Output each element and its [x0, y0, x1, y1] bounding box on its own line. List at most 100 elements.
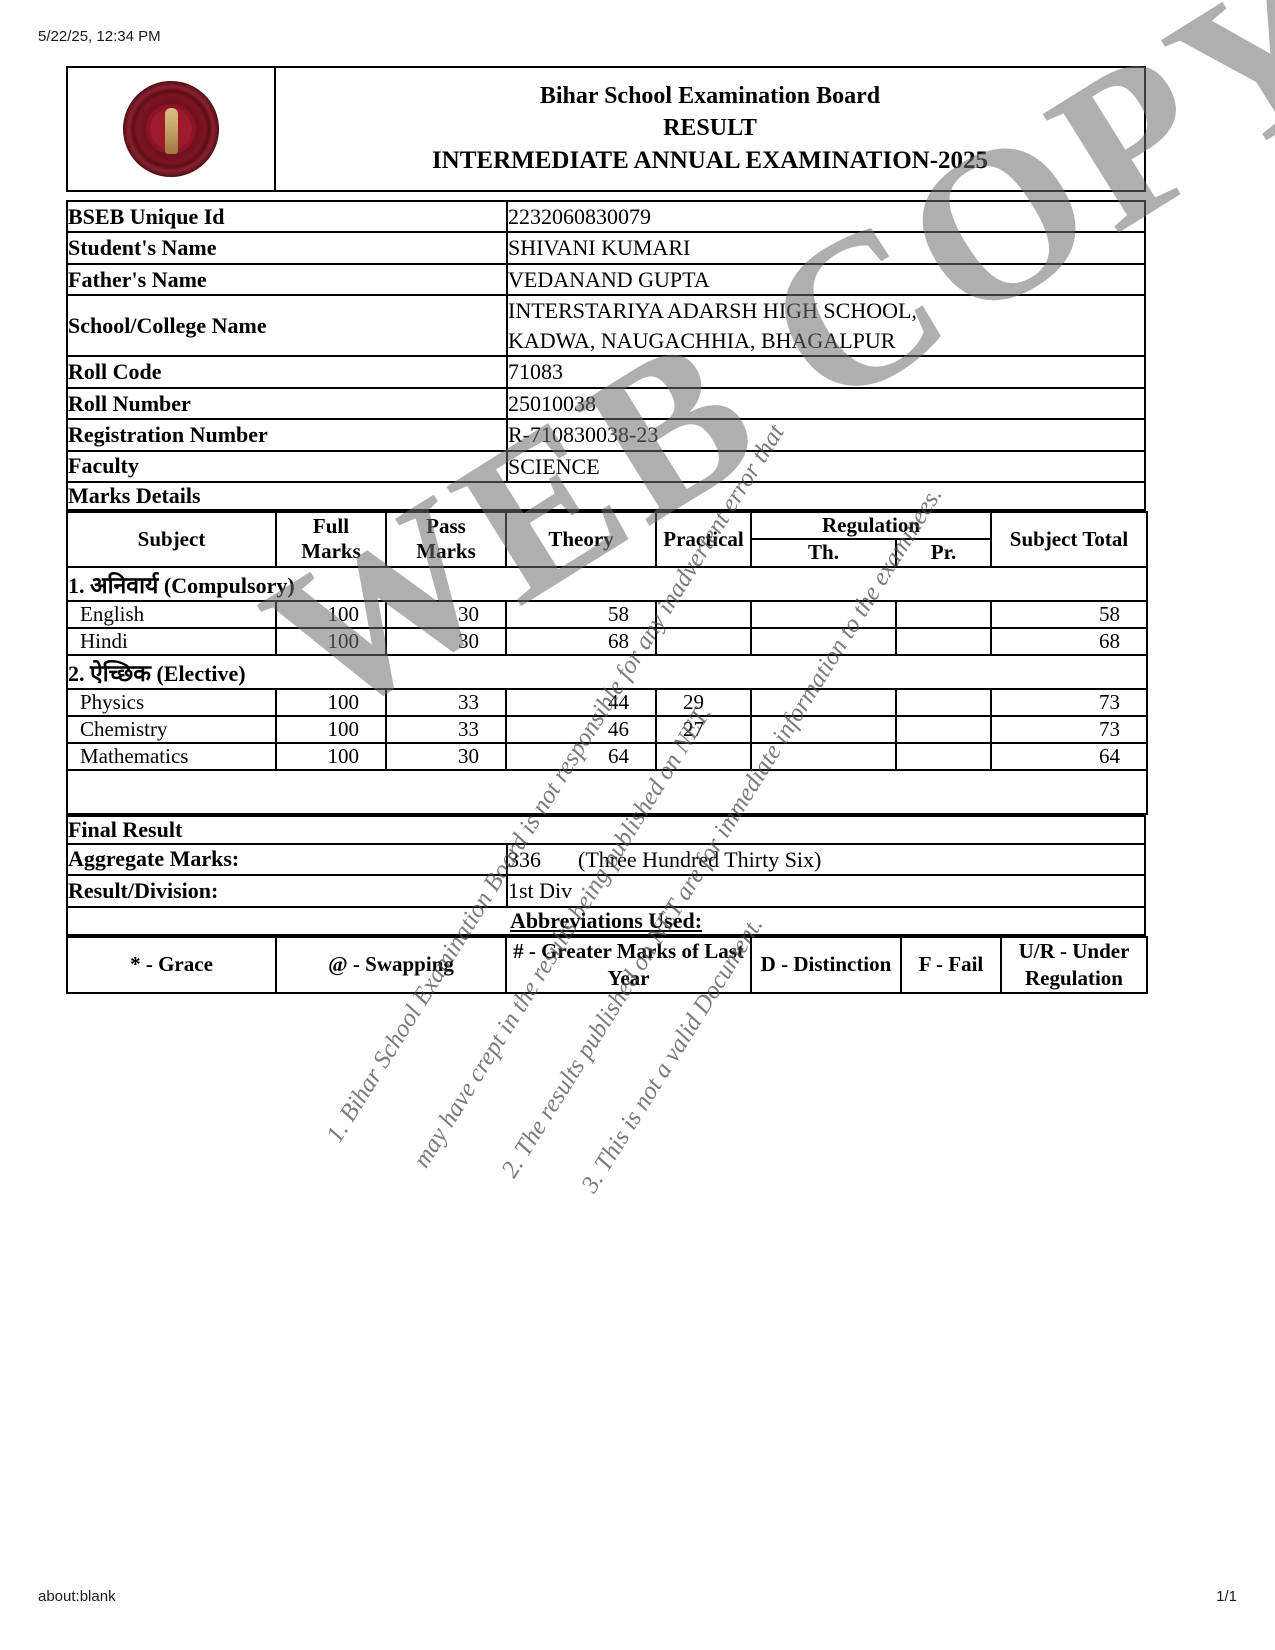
theory-marks: 68 — [505, 626, 657, 656]
col-pass-marks-l2: Marks — [416, 539, 476, 564]
spacer-row — [65, 768, 1149, 815]
division-row: Result/Division: 1st Div — [66, 874, 1146, 908]
regulation-th — [750, 714, 897, 744]
practical-marks: 27 — [655, 714, 752, 744]
abbreviations-heading: Abbreviations Used: — [66, 905, 1146, 936]
regulation-th — [750, 626, 897, 656]
col-full-marks: Full Marks — [275, 511, 387, 568]
group-heading-row: 1. अनिवार्य (Compulsory) — [65, 565, 1149, 602]
practical-marks — [655, 626, 752, 656]
aggregate-words: (Three Hundred Thirty Six) — [578, 846, 822, 872]
group-heading-row: 2. ऐच्छिक (Elective) — [65, 653, 1149, 690]
pass-marks: 30 — [385, 599, 507, 629]
col-regulation-th: Th. — [750, 538, 897, 568]
marks-details-heading: Marks Details — [66, 481, 1146, 512]
bseb-emblem-icon — [123, 81, 219, 177]
pass-marks: 33 — [385, 687, 507, 717]
final-result-table: Final Result Aggregate Marks: 336 (Three… — [66, 814, 1146, 936]
table-row: Mathematics 100 30 64 64 — [66, 741, 1149, 771]
print-header: 5/22/25, 12:34 PM — [0, 28, 1275, 45]
subject-name: Hindi — [66, 626, 277, 656]
subject-name: Chemistry — [66, 714, 277, 744]
division-value: 1st Div — [506, 874, 1146, 908]
subject-name: Mathematics — [66, 741, 277, 771]
info-label: Roll Code — [66, 355, 508, 389]
subject-total: 73 — [990, 714, 1149, 744]
abbr-under-regulation: U/R - Under Regulation — [1000, 935, 1148, 995]
col-full-marks-l2: Marks — [301, 539, 361, 564]
group-heading-compulsory: 1. अनिवार्य (Compulsory) — [65, 565, 1149, 602]
aggregate-value-cell: 336 (Three Hundred Thirty Six) — [506, 842, 1146, 877]
print-footer-page: 1/1 — [1216, 1588, 1237, 1605]
regulation-th — [750, 741, 897, 771]
regulation-th — [750, 687, 897, 717]
theory-marks: 46 — [505, 714, 657, 744]
marks-subheader-row: Th. Pr. — [67, 538, 1147, 568]
info-label: BSEB Unique Id — [66, 199, 508, 234]
abbr-fail: F - Fail — [900, 935, 1002, 995]
table-row: Hindi 100 30 68 68 — [66, 626, 1149, 656]
practical-marks — [655, 741, 752, 771]
abbreviations-title-row: Abbreviations Used: — [66, 905, 1146, 936]
pass-marks: 33 — [385, 714, 507, 744]
group-label-english: (Compulsory) — [163, 572, 295, 598]
full-marks: 100 — [275, 714, 387, 744]
subject-total: 58 — [990, 599, 1149, 629]
subject-name: English — [66, 599, 277, 629]
info-value: SCIENCE — [506, 449, 1146, 484]
regulation-pr — [894, 687, 993, 717]
student-info-table: BSEB Unique Id 2232060830079 Student's N… — [66, 199, 1146, 512]
info-value: 71083 — [506, 355, 1146, 389]
print-header-date: 5/22/25, 12:34 PM — [38, 28, 161, 45]
pass-marks: 30 — [385, 741, 507, 771]
subject-total: 64 — [990, 741, 1149, 771]
col-full-marks-l1: Full — [312, 514, 350, 539]
info-row: BSEB Unique Id 2232060830079 — [66, 199, 1146, 234]
theory-marks: 58 — [505, 599, 657, 629]
marks-details-row: Marks Details — [66, 481, 1146, 512]
col-pass-marks-l1: Pass — [426, 514, 466, 539]
info-value: SHIVANI KUMARI — [506, 231, 1146, 265]
group-label-devanagari: ऐच्छिक — [90, 659, 151, 686]
table-row: English 100 30 58 58 — [66, 599, 1149, 629]
col-subject-total: Subject Total — [990, 511, 1149, 568]
print-footer-url: about:blank — [38, 1588, 116, 1605]
aggregate-row: Aggregate Marks: 336 (Three Hundred Thir… — [66, 842, 1146, 877]
print-footer: about:blank 1/1 — [0, 1588, 1275, 1605]
info-row: Student's Name SHIVANI KUMARI — [66, 231, 1146, 265]
theory-marks: 44 — [505, 687, 657, 717]
aggregate-label: Aggregate Marks: — [66, 842, 508, 877]
abbr-distinction: D - Distinction — [750, 935, 902, 995]
col-regulation-pr: Pr. — [894, 538, 993, 568]
info-value: 2232060830079 — [506, 199, 1146, 234]
group-number: 2. — [68, 660, 85, 686]
col-pass-marks: Pass Marks — [385, 511, 507, 568]
group-label-devanagari: अनिवार्य — [90, 571, 159, 598]
info-label: Registration Number — [66, 418, 508, 452]
abbr-grace: * - Grace — [66, 935, 277, 995]
info-label: School/College Name — [66, 294, 508, 358]
info-row: School/College Name INTERSTARIYA ADARSH … — [66, 294, 1146, 358]
result-document: Bihar School Examination Board RESULT IN… — [65, 66, 1149, 995]
full-marks: 100 — [275, 626, 387, 656]
group-label-english: (Elective) — [156, 660, 246, 686]
info-label: Faculty — [66, 449, 508, 484]
masthead-row: Bihar School Examination Board RESULT IN… — [66, 66, 1146, 192]
marks-header-row: Subject Full Marks Pass Marks Theory Pra… — [66, 511, 1149, 568]
marks-table: Subject Full Marks Pass Marks Theory Pra… — [65, 511, 1149, 815]
info-value: VEDANAND GUPTA — [506, 262, 1146, 297]
board-title-cell: Bihar School Examination Board RESULT IN… — [274, 66, 1146, 192]
board-name: Bihar School Examination Board — [539, 82, 881, 109]
abbr-swapping: @ - Swapping — [275, 935, 507, 995]
exam-name: INTERMEDIATE ANNUAL EXAMINATION-2025 — [431, 147, 989, 175]
table-row: Physics 100 33 44 29 73 — [66, 687, 1149, 717]
full-marks: 100 — [275, 741, 387, 771]
full-marks: 100 — [275, 599, 387, 629]
col-practical: Practical — [655, 511, 752, 568]
document-masthead: Bihar School Examination Board RESULT IN… — [66, 66, 1146, 192]
info-row: Roll Code 71083 — [66, 355, 1146, 389]
practical-marks — [655, 599, 752, 629]
info-value: R-710830038-23 — [506, 418, 1146, 452]
group-number: 1. — [68, 572, 85, 598]
info-row: Father's Name VEDANAND GUPTA — [66, 262, 1146, 297]
